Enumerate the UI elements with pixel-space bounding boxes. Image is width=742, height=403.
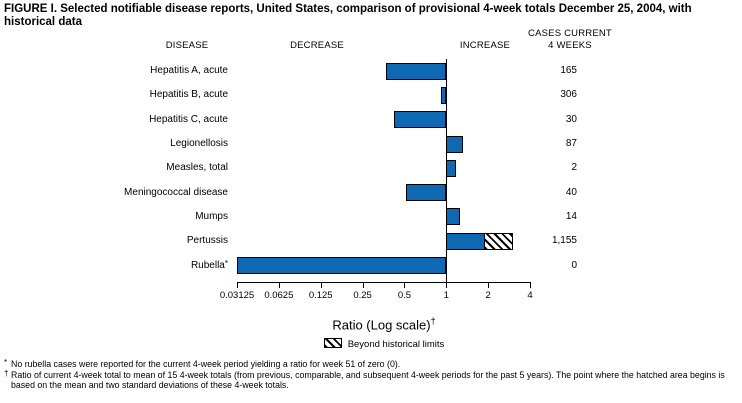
axis-tick (488, 282, 490, 288)
ratio-bar (446, 208, 461, 226)
footnote-marker-asterisk: * (4, 358, 8, 367)
ratio-bar (446, 135, 463, 153)
footnote-text: Ratio of current 4-week total to mean of… (11, 369, 725, 391)
column-header-disease: DISEASE (165, 40, 209, 51)
axis-tick-label: 0.03125 (219, 290, 255, 301)
beyond-limits-swatch-icon (323, 338, 342, 348)
footnotes: * No rubella cases were reported for the… (4, 358, 738, 391)
footnote-ratio: † Ratio of current 4-week total to mean … (4, 368, 738, 391)
beyond-limit-bar (484, 232, 513, 250)
axis-tick-label: 0.0625 (264, 290, 294, 301)
ratio-bar (441, 86, 447, 104)
footnote-marker-dagger: † (4, 368, 9, 378)
axis-tick (404, 282, 406, 288)
axis-tick-label: 0.25 (353, 290, 372, 301)
axis-tick-label: 0.5 (397, 290, 412, 301)
bar-label: Hepatitis C, acute (149, 113, 228, 125)
axis-tick (237, 282, 238, 288)
bar-label: Legionellosis (170, 138, 228, 150)
figure-title: FIGURE I. Selected notifiable disease re… (4, 3, 692, 28)
axis-tick (446, 282, 448, 288)
column-header-increase: INCREASE (459, 40, 511, 51)
column-header-cases-line2: 4 WEEKS (548, 40, 592, 51)
case-count: 87 (565, 138, 577, 150)
bar-label: Pertussis (186, 235, 228, 247)
bar-label: Mumps (195, 210, 228, 222)
bar-label: Rubella* (190, 258, 228, 271)
case-count: 0 (571, 259, 577, 271)
x-axis-line (237, 282, 531, 283)
footnote-rubella: * No rubella cases were reported for the… (4, 358, 738, 370)
chart-legend: Beyond historical limits (237, 338, 531, 351)
case-count: 306 (560, 89, 577, 101)
footnote-text: No rubella cases were reported for the c… (11, 359, 401, 369)
ratio-bar (405, 184, 447, 202)
bar-label: Hepatitis B, acute (149, 89, 228, 101)
axis-tick-label: 2 (485, 290, 491, 301)
x-axis-label-dagger: † (430, 316, 436, 326)
bar-label: Hepatitis A, acute (150, 65, 228, 77)
column-header-cases-line1: CASES CURRENT (528, 28, 612, 39)
ratio-bar (237, 257, 447, 275)
case-count: 30 (565, 113, 577, 125)
axis-tick-label: 0.125 (308, 290, 333, 301)
column-header-cases: CASES CURRENT 4 WEEKS (515, 28, 625, 52)
legend-label: Beyond historical limits (347, 339, 445, 350)
bar-label: Measles, total (166, 162, 228, 174)
ratio-bar (386, 62, 447, 80)
axis-tick (278, 282, 280, 288)
ratio-bar (393, 111, 447, 129)
x-axis-label-text: Ratio (Log scale) (332, 317, 431, 333)
case-count: 1,155 (551, 235, 577, 247)
axis-tick (320, 282, 322, 288)
case-count: 165 (560, 65, 577, 77)
axis-tick-label: 4 (527, 290, 533, 301)
case-count: 40 (565, 186, 577, 198)
label-footnote-marker: * (224, 258, 228, 268)
axis-tick-label: 1 (443, 290, 449, 301)
x-axis-label: Ratio (Log scale)† (237, 313, 531, 333)
axis-tick (530, 282, 531, 288)
axis-tick (362, 282, 364, 288)
case-count: 14 (565, 210, 577, 222)
bar-label: Meningococcal disease (124, 186, 228, 198)
column-header-decrease: DECREASE (290, 40, 344, 51)
ratio-bar (446, 159, 457, 177)
case-count: 2 (571, 162, 577, 174)
